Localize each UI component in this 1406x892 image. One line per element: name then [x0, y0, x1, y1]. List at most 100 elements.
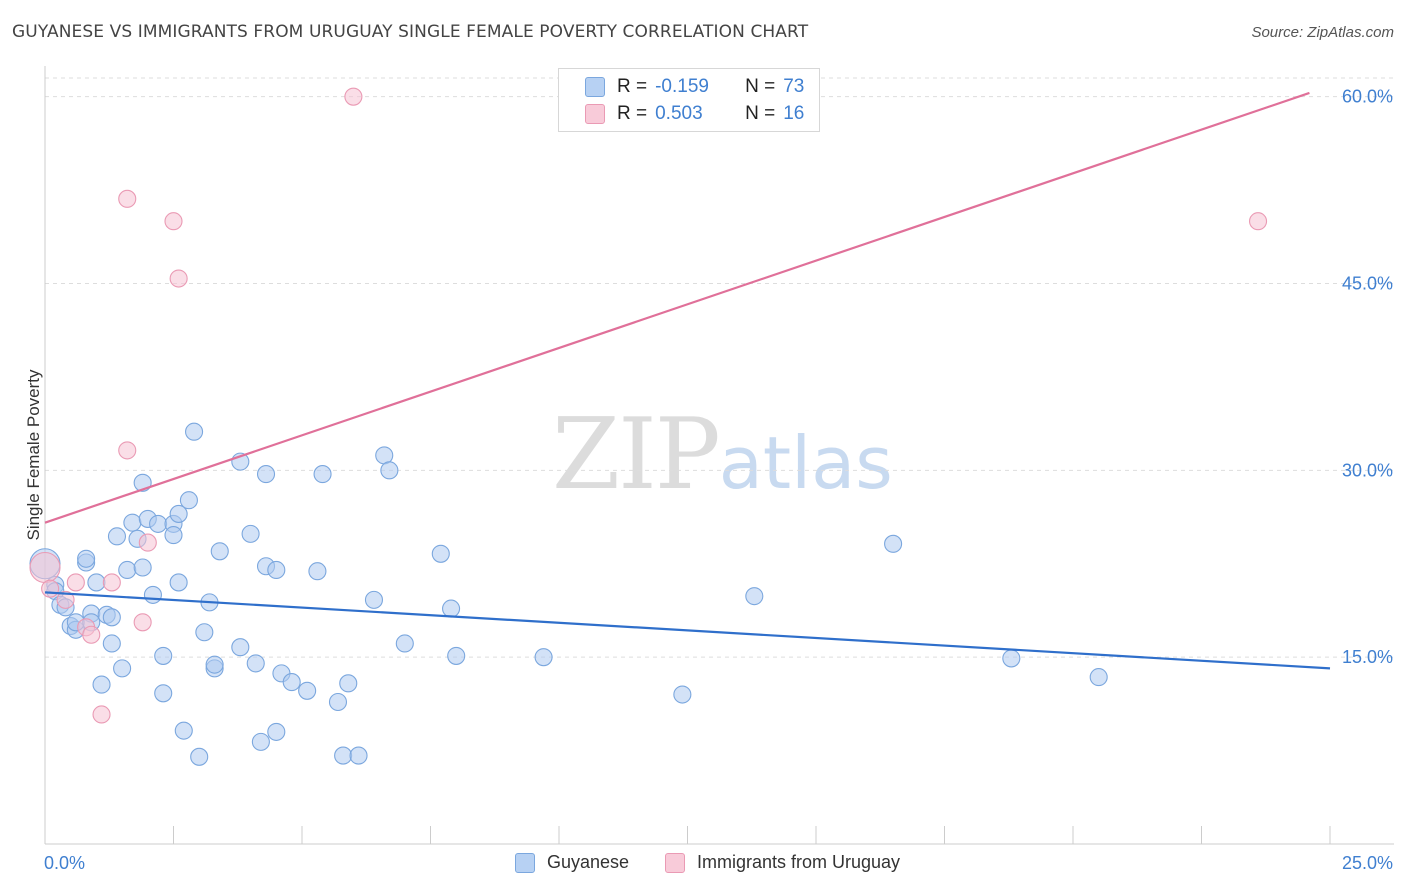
data-points [29, 87, 1268, 766]
guyanese-point [118, 560, 137, 580]
guyanese-point [154, 646, 173, 665]
uruguay-point [118, 441, 137, 460]
guyanese-point [380, 461, 399, 480]
guyanese-point [349, 746, 368, 765]
guyanese-point [256, 465, 276, 484]
y-axis-label: Single Female Poverty [24, 369, 43, 541]
guyanese-point [534, 648, 553, 667]
guyanese-point [313, 465, 332, 484]
guyanese-point [673, 685, 692, 704]
guyanese-point [179, 491, 198, 510]
legend-row-uruguay: R = 0.503 N = 16 [585, 101, 804, 127]
guyanese-point [447, 646, 466, 665]
legend-r-label: R = [617, 103, 648, 124]
uruguay-point [133, 613, 152, 632]
guyanese-point [174, 721, 193, 740]
uruguay-point [138, 533, 157, 552]
guyanese-point [884, 534, 903, 553]
guyanese-point [241, 524, 260, 543]
axes [44, 66, 1394, 845]
grid-lines [45, 77, 1394, 658]
guyanese-point [133, 558, 152, 577]
guyanese-point [1002, 649, 1021, 668]
zipatlas-watermark: ZIPatlas [552, 398, 893, 512]
y-tick-label: 15.0% [1342, 647, 1393, 667]
legend-swatch-blue [585, 77, 605, 97]
guyanese-point [231, 638, 250, 657]
guyanese-point [123, 513, 142, 532]
trend-lines [44, 91, 1331, 670]
guyanese-trend-line [44, 591, 1331, 670]
guyanese-point [143, 585, 162, 604]
x-tick-label-min: 0.0% [44, 853, 85, 873]
uruguay-point [118, 189, 137, 208]
guyanese-point [328, 692, 348, 712]
uruguay-point [82, 625, 101, 644]
uruguay-point [66, 573, 85, 592]
guyanese-point [267, 722, 286, 741]
series-legend-guyanese: Guyanese [515, 852, 629, 873]
legend-r-value: -0.159 [655, 76, 709, 97]
uruguay-point [102, 573, 121, 592]
guyanese-point [169, 573, 188, 592]
uruguay-point [56, 590, 75, 609]
watermark-atlas: atlas [718, 421, 893, 505]
series-legend-uruguay: Immigrants from Uruguay [665, 852, 900, 873]
chart-title: GUYANESE VS IMMIGRANTS FROM URUGUAY SING… [12, 22, 809, 42]
legend-n-value: 16 [783, 103, 805, 124]
guyanese-point [154, 684, 173, 703]
legend-n-label: N = [745, 103, 776, 124]
guyanese-point [210, 542, 229, 561]
guyanese-point [251, 732, 270, 751]
legend-n-value: 73 [783, 76, 805, 97]
guyanese-point [205, 655, 224, 674]
guyanese-point [107, 527, 127, 546]
guyanese-point [164, 526, 183, 545]
series-swatch-pink [665, 852, 685, 873]
guyanese-point [339, 674, 358, 693]
y-tick-label: 30.0% [1342, 460, 1393, 480]
guyanese-point [267, 560, 286, 580]
guyanese-point [442, 599, 461, 618]
legend-r-label: R = [617, 76, 648, 97]
series-swatch-blue [515, 852, 535, 873]
guyanese-point [102, 634, 121, 653]
watermark-zip: ZIP [552, 398, 721, 512]
guyanese-point [282, 673, 301, 692]
uruguay-point [164, 212, 183, 231]
series-legend: Guyanese Immigrants from Uruguay [0, 852, 1406, 878]
y-tick-label: 45.0% [1342, 274, 1393, 294]
legend-swatch-pink [585, 104, 605, 124]
uruguay-point [41, 579, 60, 598]
x-tick-label-max: 25.0% [1342, 853, 1393, 873]
guyanese-point [1089, 668, 1108, 687]
guyanese-point [308, 562, 327, 581]
chart-source: Source: ZipAtlas.com [1251, 24, 1394, 41]
series-name-uruguay: Immigrants from Uruguay [697, 852, 901, 872]
guyanese-point [77, 549, 96, 568]
guyanese-point [431, 544, 450, 563]
guyanese-point [185, 422, 204, 441]
guyanese-point [190, 747, 209, 766]
guyanese-point [113, 659, 132, 678]
guyanese-point [745, 587, 764, 606]
y-tick-label: 60.0% [1342, 87, 1393, 107]
guyanese-point [169, 504, 188, 523]
guyanese-point [298, 681, 317, 700]
guyanese-point [364, 590, 384, 609]
legend-r-value: 0.503 [655, 103, 703, 124]
legend-row-guyanese: R = -0.159 N = 73 [585, 74, 804, 100]
guyanese-point [149, 514, 168, 533]
series-name-guyanese: Guyanese [547, 852, 630, 872]
legend-n-label: N = [745, 76, 776, 97]
uruguay-point [29, 551, 61, 584]
uruguay-point [344, 87, 363, 106]
correlation-legend: R = -0.159 N = 73 R = 0.503 N = 16 [558, 68, 820, 132]
guyanese-point [246, 654, 265, 673]
guyanese-point [87, 573, 106, 592]
tick-labels: 15.0% 30.0% 45.0% 60.0% 0.0% 25.0% [44, 87, 1393, 873]
uruguay-trend-line [44, 91, 1310, 524]
uruguay-point [1248, 212, 1268, 231]
guyanese-point [195, 623, 214, 642]
